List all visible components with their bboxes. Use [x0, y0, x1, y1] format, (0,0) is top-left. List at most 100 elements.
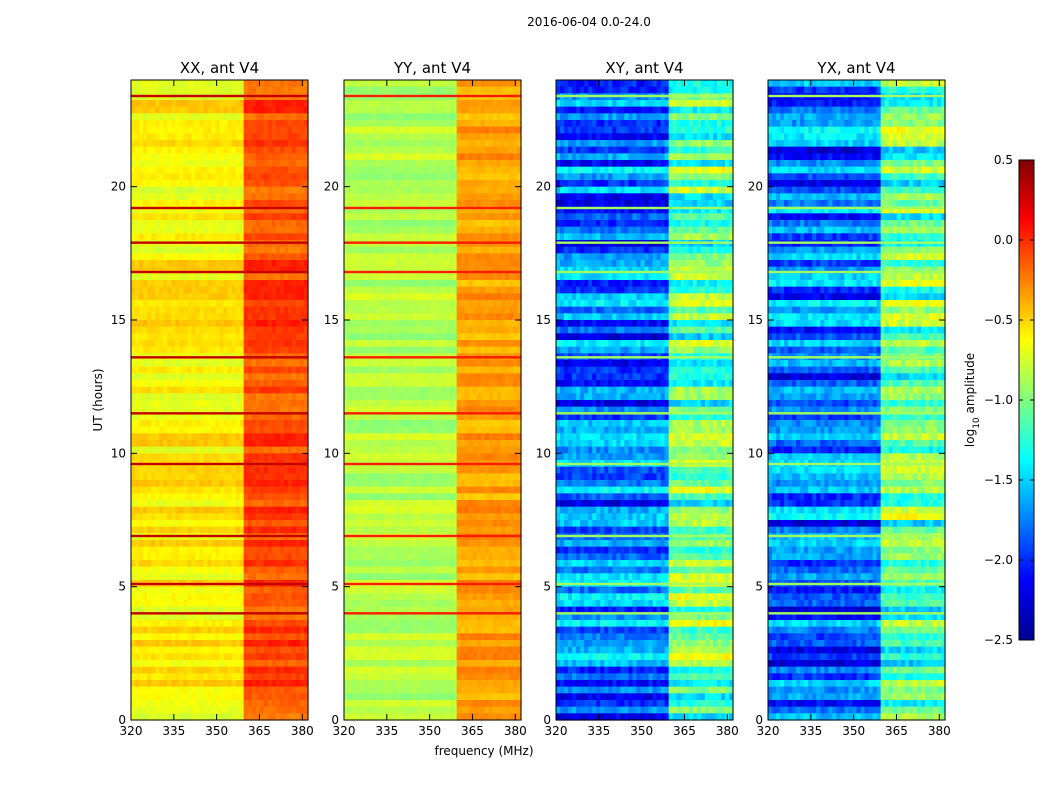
- heatmap-cell: [203, 366, 209, 374]
- heatmap-cell: [267, 86, 273, 94]
- heatmap-cell: [239, 233, 245, 241]
- heatmap-cell: [203, 313, 209, 321]
- heatmap-cell: [163, 680, 168, 688]
- heatmap-cell: [199, 426, 205, 434]
- heatmap-cell: [287, 553, 293, 561]
- heatmap-cell: [239, 646, 245, 654]
- heatmap-cell: [227, 626, 233, 634]
- heatmap-cell: [187, 440, 192, 448]
- heatmap-cell: [247, 473, 253, 481]
- heatmap-cell: [231, 506, 237, 514]
- heatmap-cell: [167, 706, 172, 714]
- heatmap-cell: [191, 80, 196, 88]
- heatmap-cell: [211, 573, 217, 581]
- heatmap-cell: [195, 313, 200, 321]
- heatmap-cell: [384, 133, 389, 141]
- heatmap-cell: [195, 246, 200, 254]
- heatmap-cell: [191, 713, 196, 721]
- heatmap-cell: [211, 606, 217, 614]
- heatmap-cell: [183, 146, 188, 154]
- heatmap-cell: [283, 246, 289, 254]
- heatmap-cell: [392, 86, 397, 94]
- heatmap-cell: [476, 120, 482, 128]
- heatmap-cell: [231, 260, 237, 268]
- heatmap-cell: [259, 586, 265, 594]
- heatmap-cell: [251, 206, 257, 214]
- heatmap-cell: [384, 106, 389, 114]
- heatmap-cell: [219, 473, 225, 481]
- heatmap-cell: [135, 360, 140, 368]
- heatmap-cell: [211, 646, 217, 654]
- heatmap-cell: [159, 100, 164, 108]
- heatmap-cell: [243, 406, 249, 414]
- heatmap-cell: [175, 600, 180, 608]
- heatmap-cell: [259, 700, 265, 708]
- heatmap-cell: [199, 246, 205, 254]
- heatmap-cell: [299, 140, 305, 148]
- heatmap-cell: [175, 413, 180, 421]
- heatmap-cell: [291, 160, 297, 168]
- heatmap-cell: [396, 180, 401, 188]
- heatmap-cell: [139, 340, 144, 348]
- heatmap-cell: [151, 373, 156, 381]
- heatmap-cell: [472, 106, 478, 114]
- heatmap-cell: [219, 346, 225, 354]
- heatmap-cell: [223, 400, 229, 408]
- heatmap-cell: [263, 100, 269, 108]
- heatmap-cell: [243, 473, 249, 481]
- heatmap-cell: [388, 146, 393, 154]
- heatmap-cell: [135, 606, 140, 614]
- heatmap-cell: [195, 466, 200, 474]
- heatmap-cell: [163, 413, 168, 421]
- heatmap-cell: [167, 406, 172, 414]
- heatmap-cell: [143, 300, 148, 308]
- heatmap-cell: [231, 373, 237, 381]
- heatmap-cell: [187, 646, 192, 654]
- heatmap-cell: [303, 700, 309, 708]
- heatmap-cell: [231, 100, 237, 108]
- heatmap-cell: [215, 106, 221, 114]
- heatmap-cell: [155, 573, 160, 581]
- heatmap-cell: [283, 86, 289, 94]
- heatmap-cell: [243, 666, 249, 674]
- heatmap-cell: [279, 360, 285, 368]
- heatmap-cell: [275, 466, 281, 474]
- heatmap-cell: [263, 680, 269, 688]
- heatmap-cell: [163, 153, 168, 161]
- heatmap-cell: [179, 153, 184, 161]
- heatmap-cell: [211, 106, 217, 114]
- heatmap-cell: [255, 626, 261, 634]
- heatmap-cell: [219, 613, 225, 621]
- heatmap-cell: [259, 313, 265, 321]
- heatmap-cell: [179, 660, 184, 668]
- heatmap-cell: [271, 433, 277, 441]
- heatmap-cell: [135, 546, 140, 554]
- heatmap-cell: [368, 140, 373, 148]
- heatmap-cell: [259, 466, 265, 474]
- heatmap-cell: [251, 333, 257, 341]
- flagged-row: [131, 612, 308, 615]
- heatmap-cell: [259, 126, 265, 134]
- heatmap-cell: [287, 100, 293, 108]
- heatmap-cell: [255, 360, 261, 368]
- heatmap-cell: [215, 280, 221, 288]
- heatmap-cell: [299, 640, 305, 648]
- heatmap-cell: [151, 80, 156, 88]
- heatmap-cell: [239, 560, 245, 568]
- heatmap-cell: [223, 600, 229, 608]
- heatmap-cell: [235, 480, 241, 488]
- heatmap-cell: [243, 220, 249, 228]
- heatmap-cell: [203, 226, 209, 234]
- heatmap-cell: [283, 226, 289, 234]
- heatmap-cell: [191, 173, 196, 181]
- heatmap-cell: [155, 200, 160, 208]
- heatmap-cell: [295, 453, 301, 461]
- heatmap-cell: [263, 713, 269, 721]
- heatmap-cell: [384, 166, 389, 174]
- heatmap-cell: [271, 606, 277, 614]
- heatmap-cell: [512, 140, 518, 148]
- heatmap-cell: [239, 526, 245, 534]
- heatmap-cell: [512, 146, 518, 154]
- heatmap-cell: [235, 300, 241, 308]
- heatmap-cell: [303, 506, 309, 514]
